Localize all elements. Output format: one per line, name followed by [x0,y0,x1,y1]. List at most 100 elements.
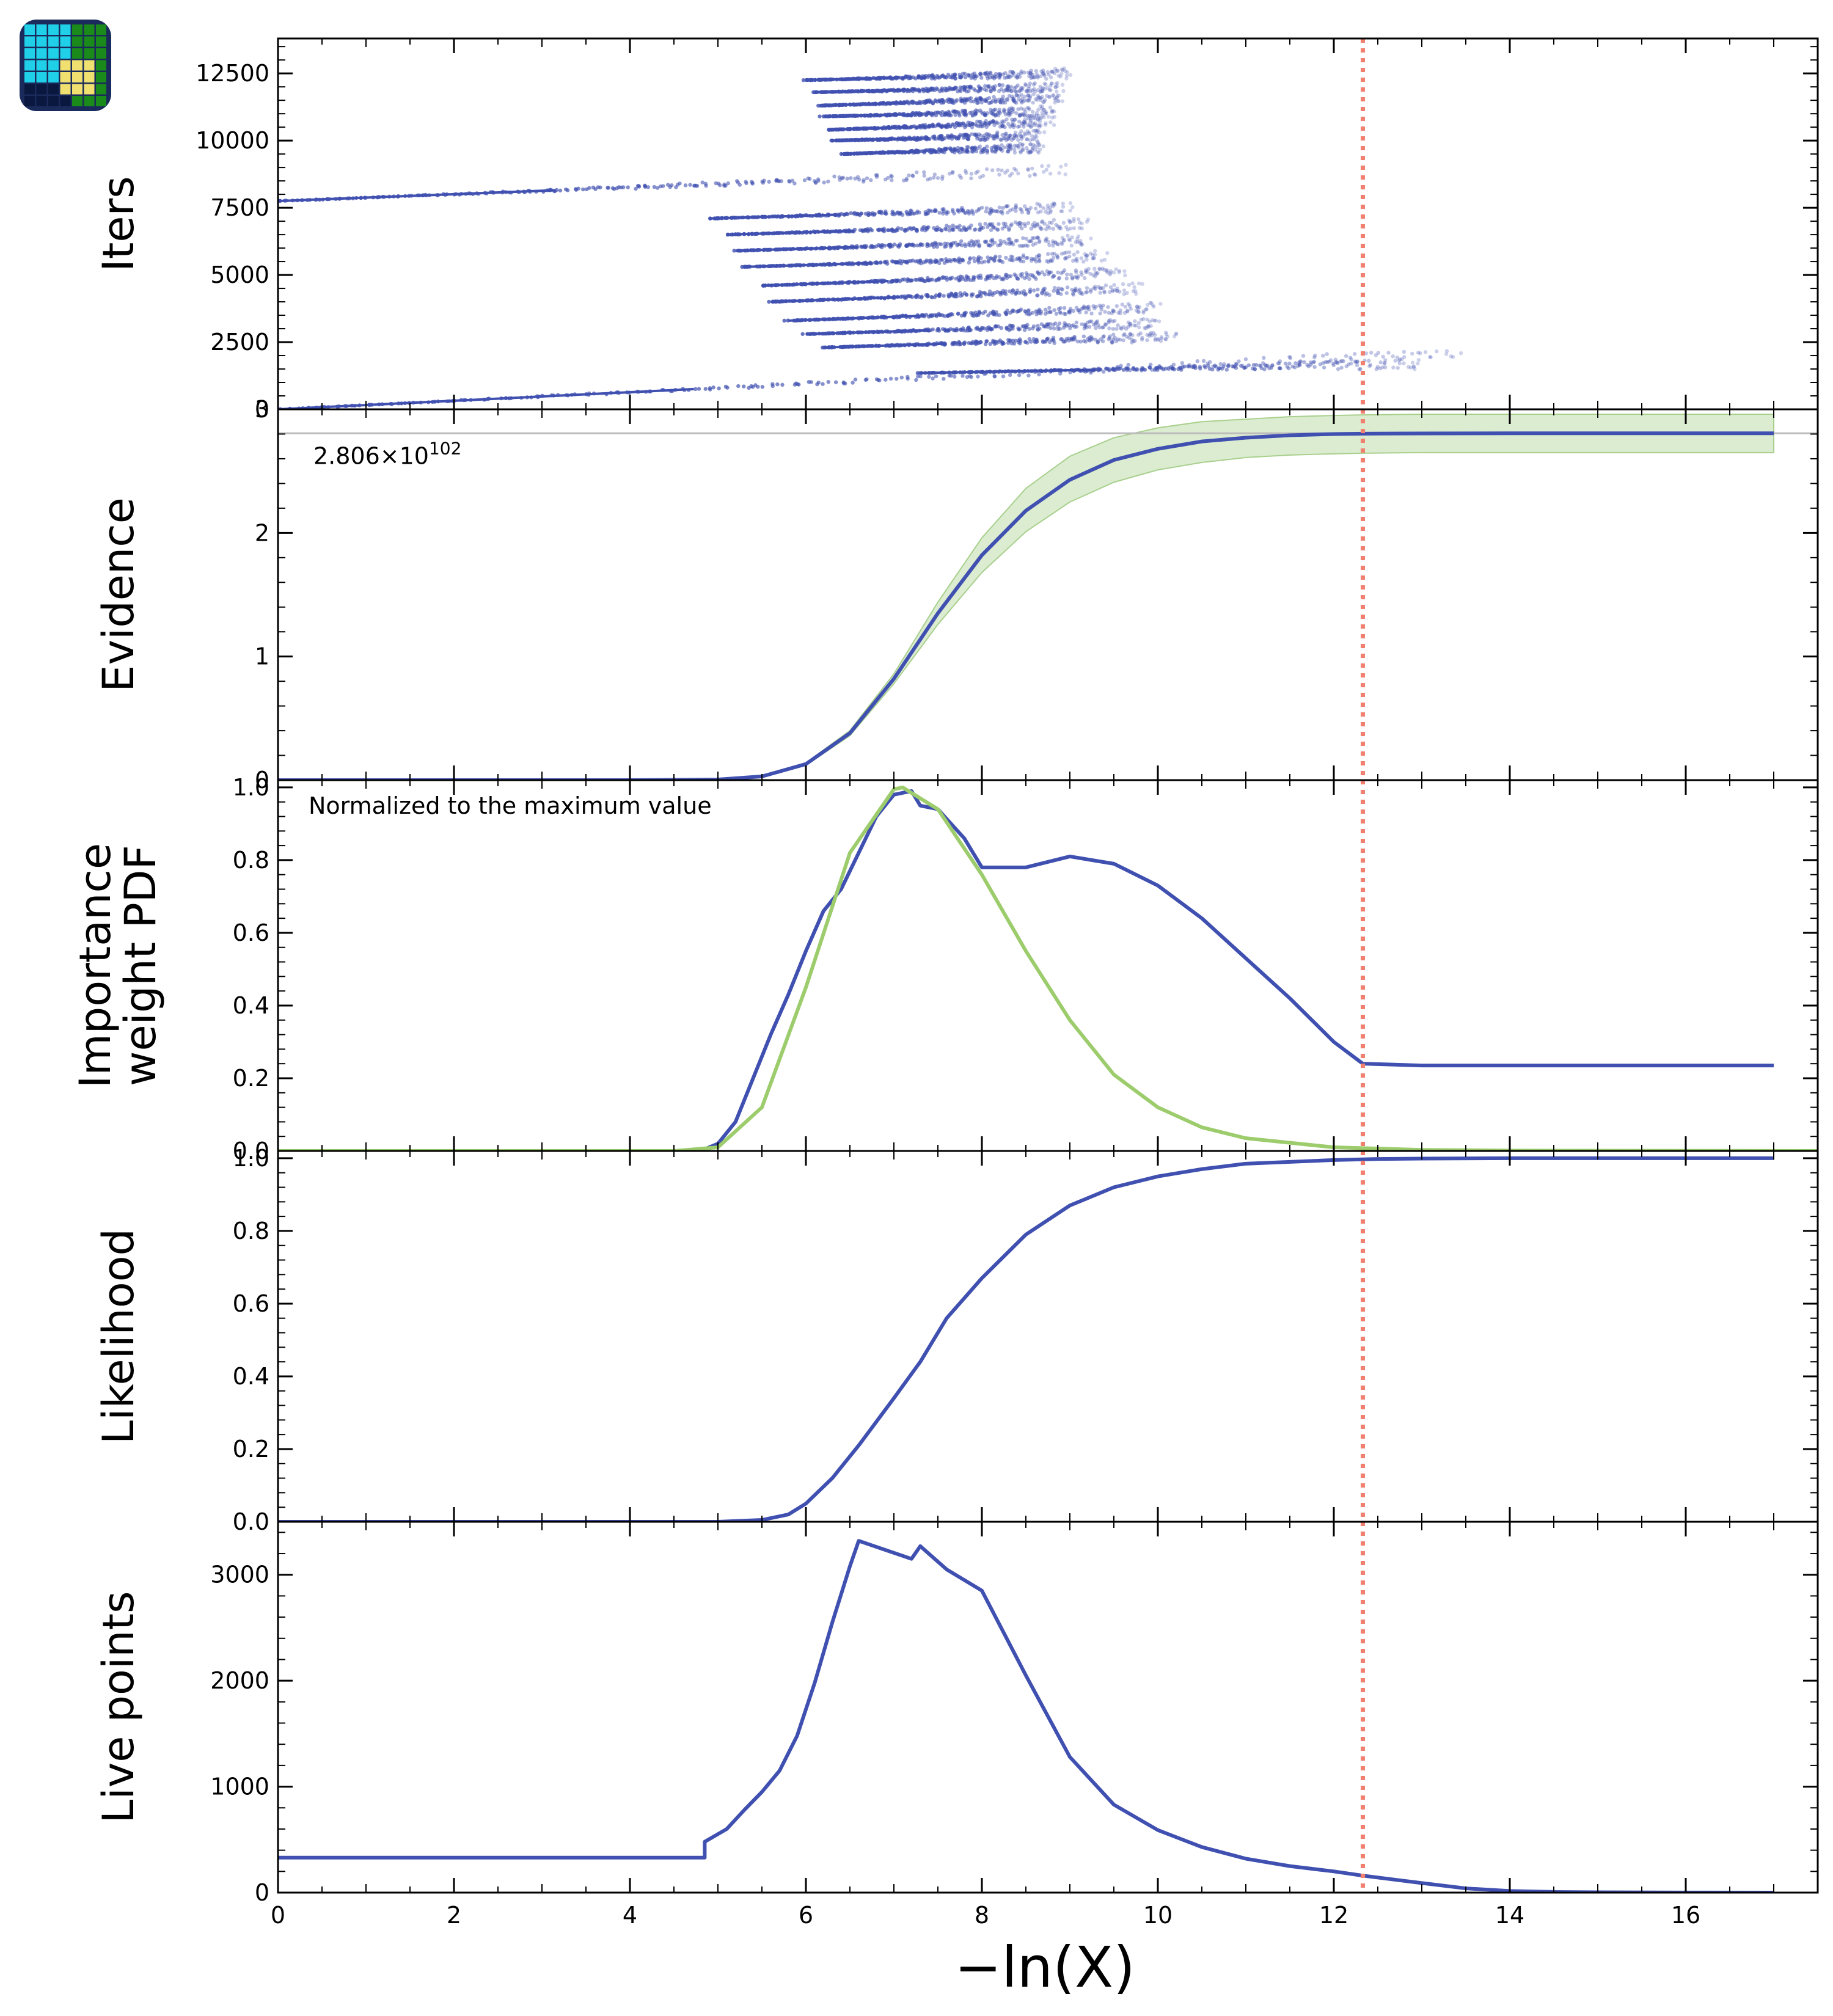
iters-point [910,174,915,178]
iters-point [1091,256,1096,260]
iters-point [1298,359,1302,363]
iters-point [841,175,846,180]
iters-point [973,145,977,150]
iters-point [688,183,692,187]
iters-point [1053,85,1058,90]
iters-point [979,205,984,210]
iters-point [989,209,994,213]
iters-point [1026,167,1030,172]
iters-point [985,144,989,148]
iters-point [1074,258,1078,262]
iters-point [1065,272,1069,277]
iters-point [986,76,990,81]
iters-point [1044,167,1048,172]
iters-point [1374,353,1378,357]
iters-point [1068,226,1073,231]
iters-point [926,88,931,93]
iters-point [1287,361,1292,366]
iters-point [1031,100,1035,105]
iters-point [1045,70,1050,75]
iters-point [1068,307,1073,311]
logo-cell [48,60,59,71]
iters-point [1402,349,1407,354]
iters-point [626,185,630,189]
iters-point [971,292,975,296]
iters-point [949,373,953,378]
iters-point [998,100,1002,104]
iters-point [874,261,879,265]
iters-point [1027,74,1031,78]
iters-point [1113,367,1118,372]
iters-point [957,242,962,247]
iters-point [1028,118,1033,123]
iters-point [1092,249,1097,253]
iters-point [840,176,844,181]
iters-point [1306,364,1311,368]
iters-point [1056,73,1061,78]
iters-point [970,210,975,214]
iters-point [1066,233,1070,238]
iters-point [1008,75,1012,79]
iters-point [971,275,976,279]
iters-point [984,125,989,130]
iters-point [983,112,987,117]
iters-point [1017,124,1022,129]
iters-point [986,135,990,139]
iters-point [976,374,980,379]
iters-point [1053,98,1058,102]
iters-point [1020,148,1025,153]
iters-point [1019,121,1024,126]
iters-point [1336,367,1341,371]
iters-thread-12 [740,249,1110,269]
iters-point [1030,166,1034,170]
iters-point [1012,166,1017,171]
iters-point [1093,287,1097,291]
iters-point [1014,168,1019,172]
iters-point [1019,69,1023,74]
iters-point [994,147,998,151]
iters-point [1076,234,1081,239]
iters-point [822,180,826,184]
iters-point [776,179,781,183]
iters-point [910,125,915,129]
iters-point [1029,150,1033,154]
iters-point [661,184,665,188]
iters-point [1098,291,1102,295]
iters-point [1098,286,1102,291]
iters-point [1033,121,1037,125]
iters-point [1029,68,1033,73]
iters-thread-3 [811,81,1066,95]
iters-thread-16 [800,317,1162,337]
logo-cell [36,24,47,35]
iters-point [990,120,995,125]
iters-point [1000,133,1004,137]
iters-point [1012,117,1017,122]
iters-point [1022,108,1026,112]
iters-point [940,177,945,181]
iters-point [1008,173,1012,178]
iters-point [1006,150,1011,154]
iters-point [1013,89,1018,93]
iters-point [1050,70,1055,74]
iters-point [991,112,995,117]
iters-point [992,95,996,99]
iters-point [851,381,855,385]
iters-point [991,145,996,150]
iters-point [944,75,948,80]
iters-point [1052,96,1057,101]
iters-point [892,212,896,217]
iters-point [978,137,982,142]
iters-point [918,374,923,379]
iters-point [953,328,958,333]
iters-point [1024,256,1029,260]
iters-point [984,99,988,104]
iters-point [929,209,934,213]
iters-point [1004,134,1008,138]
iters-point [984,119,988,123]
iters-point [1023,132,1028,137]
iters-point [843,212,847,216]
iters-point [1061,201,1066,206]
iters-point [1130,333,1135,337]
iters-point [1040,104,1044,109]
iters-point [978,290,982,294]
